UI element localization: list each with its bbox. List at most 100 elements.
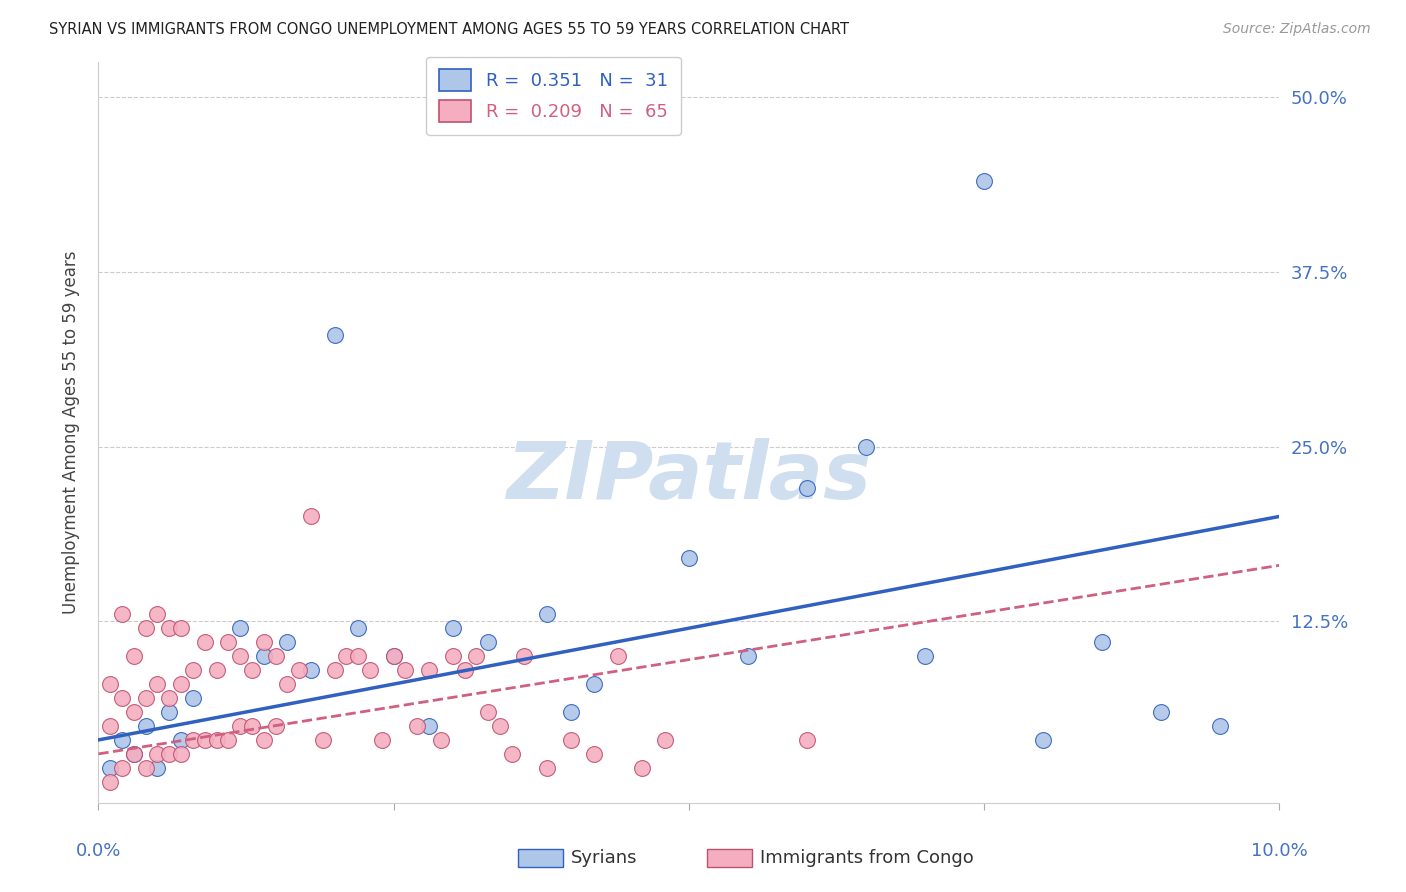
Point xyxy=(157,747,180,761)
Point xyxy=(157,621,180,635)
Point xyxy=(170,677,193,691)
Point xyxy=(276,677,298,691)
Point xyxy=(146,747,169,761)
Point xyxy=(382,649,405,664)
Point xyxy=(98,719,121,733)
Point xyxy=(240,663,263,677)
Point xyxy=(512,649,534,664)
Point xyxy=(1032,733,1054,747)
Point xyxy=(796,482,818,496)
Point xyxy=(205,663,228,677)
Point xyxy=(111,761,134,775)
Point xyxy=(135,621,157,635)
Point xyxy=(678,551,700,566)
Point xyxy=(359,663,381,677)
Point xyxy=(253,635,276,649)
Y-axis label: Unemployment Among Ages 55 to 59 years: Unemployment Among Ages 55 to 59 years xyxy=(62,251,80,615)
Point xyxy=(170,733,193,747)
Point xyxy=(229,649,252,664)
Point xyxy=(441,621,464,635)
Point xyxy=(135,761,157,775)
Point xyxy=(264,719,287,733)
Point xyxy=(583,747,606,761)
Point xyxy=(583,677,606,691)
Point xyxy=(465,649,488,664)
Point xyxy=(217,733,239,747)
Point xyxy=(181,733,204,747)
Point xyxy=(229,719,252,733)
Point xyxy=(536,607,558,622)
Point xyxy=(181,691,204,706)
Text: SYRIAN VS IMMIGRANTS FROM CONGO UNEMPLOYMENT AMONG AGES 55 TO 59 YEARS CORRELATI: SYRIAN VS IMMIGRANTS FROM CONGO UNEMPLOY… xyxy=(49,22,849,37)
Point xyxy=(253,649,276,664)
Point xyxy=(299,663,322,677)
Point xyxy=(122,705,145,719)
Point xyxy=(157,691,180,706)
Point xyxy=(394,663,416,677)
Point xyxy=(98,761,121,775)
Point xyxy=(135,719,157,733)
Point xyxy=(299,509,322,524)
Text: 10.0%: 10.0% xyxy=(1251,842,1308,860)
Point xyxy=(501,747,523,761)
Point xyxy=(914,649,936,664)
Legend: R =  0.351   N =  31, R =  0.209   N =  65: R = 0.351 N = 31, R = 0.209 N = 65 xyxy=(426,57,681,135)
Point xyxy=(98,775,121,789)
Point xyxy=(111,733,134,747)
Point xyxy=(1091,635,1114,649)
Point xyxy=(973,174,995,188)
Point xyxy=(796,733,818,747)
Point xyxy=(441,649,464,664)
Point xyxy=(418,663,440,677)
Point xyxy=(194,733,217,747)
Point xyxy=(323,663,346,677)
Point xyxy=(264,649,287,664)
Point xyxy=(122,747,145,761)
Text: ZIPatlas: ZIPatlas xyxy=(506,438,872,516)
FancyBboxPatch shape xyxy=(707,848,752,867)
Point xyxy=(737,649,759,664)
Point xyxy=(1150,705,1173,719)
Point xyxy=(122,649,145,664)
Point xyxy=(229,621,252,635)
Point xyxy=(477,705,499,719)
Point xyxy=(170,621,193,635)
Point xyxy=(194,635,217,649)
Point xyxy=(146,677,169,691)
Point xyxy=(111,607,134,622)
Point xyxy=(347,621,370,635)
Text: Syrians: Syrians xyxy=(571,849,637,867)
Point xyxy=(536,761,558,775)
Text: Immigrants from Congo: Immigrants from Congo xyxy=(759,849,973,867)
Point xyxy=(135,691,157,706)
Point xyxy=(122,747,145,761)
Point xyxy=(157,705,180,719)
Point xyxy=(217,635,239,649)
Point xyxy=(288,663,311,677)
Point xyxy=(607,649,630,664)
Text: Source: ZipAtlas.com: Source: ZipAtlas.com xyxy=(1223,22,1371,37)
Point xyxy=(630,761,652,775)
Point xyxy=(489,719,512,733)
Point xyxy=(855,440,877,454)
FancyBboxPatch shape xyxy=(517,848,562,867)
Text: 0.0%: 0.0% xyxy=(76,842,121,860)
Point xyxy=(654,733,676,747)
Point xyxy=(347,649,370,664)
Point xyxy=(98,677,121,691)
Point xyxy=(560,705,582,719)
Point xyxy=(406,719,429,733)
Point xyxy=(146,761,169,775)
Point xyxy=(111,691,134,706)
Point xyxy=(181,663,204,677)
Point xyxy=(205,733,228,747)
Point xyxy=(453,663,475,677)
Point xyxy=(430,733,453,747)
Point xyxy=(477,635,499,649)
Point xyxy=(323,327,346,342)
Point xyxy=(240,719,263,733)
Point xyxy=(382,649,405,664)
Point xyxy=(170,747,193,761)
Point xyxy=(146,607,169,622)
Point xyxy=(312,733,335,747)
